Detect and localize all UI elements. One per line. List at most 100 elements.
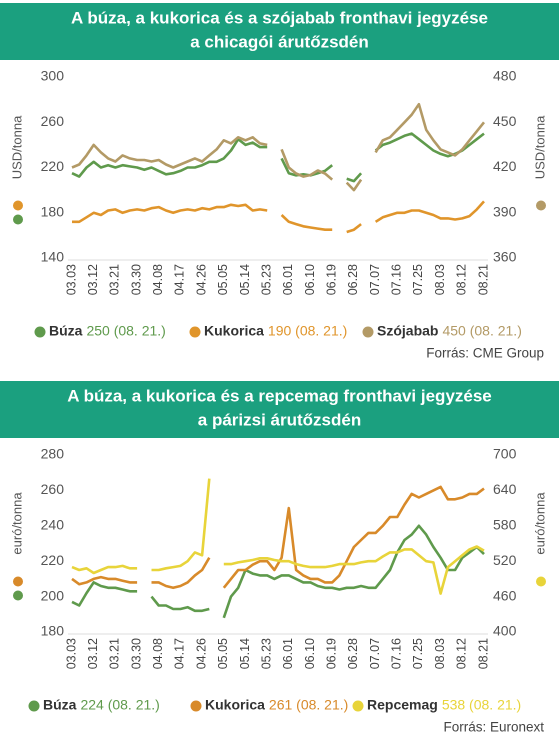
y-tick-label: 280 xyxy=(41,446,65,462)
legend-name: Kukorica xyxy=(205,697,265,713)
y-tick-label: 220 xyxy=(41,158,65,174)
y-tick-label: 180 xyxy=(41,203,65,219)
y-tick-label: 260 xyxy=(41,481,65,497)
y2-tick-label: 520 xyxy=(493,552,517,568)
y2-tick-label: 640 xyxy=(493,481,517,497)
y-tick-label: 240 xyxy=(41,517,65,533)
x-tick-label: 08.03 xyxy=(433,264,447,295)
x-tick-label: 05.23 xyxy=(259,264,273,295)
series-line xyxy=(72,200,485,234)
x-tick-label: 08.03 xyxy=(433,638,447,669)
x-tick-label: 05.05 xyxy=(216,638,230,669)
y2-tick-label: 450 xyxy=(493,113,517,129)
title-banner xyxy=(0,381,559,438)
source: Forrás: Euronext xyxy=(443,720,544,735)
series-line xyxy=(71,524,485,619)
axis-series-dot xyxy=(13,200,23,211)
y-tick-label: 200 xyxy=(41,587,65,603)
x-tick-label: 03.21 xyxy=(108,264,122,295)
x-tick-label: 06.10 xyxy=(303,264,317,295)
y-tick-label: 260 xyxy=(41,113,65,129)
legend-value: 261 (08. 21.) xyxy=(269,697,348,713)
x-tick-label: 03.30 xyxy=(129,264,143,295)
x-tick-label: 04.08 xyxy=(151,638,165,669)
chart-title: a párizsi árutőzsdén xyxy=(198,410,361,429)
y2-tick-label: 390 xyxy=(493,203,517,219)
x-tick-label: 04.17 xyxy=(173,264,187,295)
axis-series-dot xyxy=(13,576,23,587)
x-tick-label: 04.26 xyxy=(194,264,208,295)
x-tick-label: 07.25 xyxy=(411,264,425,295)
legend-value: 450 (08. 21.) xyxy=(442,323,521,339)
axis-series-dot xyxy=(536,576,546,587)
x-tick-label: 03.30 xyxy=(129,638,143,669)
y-axis-title: USD/tonna xyxy=(9,115,24,179)
x-tick-label: 05.05 xyxy=(216,264,230,295)
x-tick-label: 08.21 xyxy=(476,264,490,295)
x-tick-label: 07.16 xyxy=(390,638,404,669)
legend-value: 190 (08. 21.) xyxy=(268,323,347,339)
x-tick-label: 08.21 xyxy=(476,638,490,669)
x-tick-label: 04.08 xyxy=(151,264,165,295)
y2-tick-label: 460 xyxy=(493,587,517,603)
series-line xyxy=(71,478,485,595)
x-tick-label: 07.16 xyxy=(390,264,404,295)
y-tick-label: 220 xyxy=(41,552,65,568)
y2-tick-label: 360 xyxy=(493,249,517,265)
legend-dot xyxy=(190,700,202,712)
axis-series-dot xyxy=(536,200,546,211)
x-tick-label: 03.12 xyxy=(86,638,100,669)
x-tick-label: 04.26 xyxy=(194,638,208,669)
y-tick-label: 140 xyxy=(41,249,65,265)
x-tick-label: 03.03 xyxy=(64,638,78,669)
title-banner xyxy=(0,3,559,60)
y2-tick-label: 580 xyxy=(493,517,517,533)
x-tick-label: 05.23 xyxy=(259,638,273,669)
legend-name: Kukorica xyxy=(204,323,264,339)
source: Forrás: CME Group xyxy=(426,346,544,361)
x-tick-label: 05.14 xyxy=(238,264,252,295)
x-tick-label: 06.01 xyxy=(281,264,295,295)
x-tick-label: 05.14 xyxy=(238,638,252,669)
legend-value: 250 (08. 21.) xyxy=(86,323,165,339)
legend-value: 538 (08. 21.) xyxy=(442,697,521,713)
legend-dot xyxy=(34,326,46,338)
x-tick-label: 06.28 xyxy=(346,264,360,295)
chart-title: A búza, a kukorica és a repcemag frontha… xyxy=(67,386,492,405)
y2-tick-label: 420 xyxy=(493,158,517,174)
x-tick-label: 03.21 xyxy=(108,638,122,669)
axis-series-dot xyxy=(13,590,23,601)
y-tick-label: 180 xyxy=(41,623,65,639)
y2-tick-label: 480 xyxy=(493,68,517,84)
y2-tick-label: 700 xyxy=(493,446,517,462)
x-tick-label: 06.28 xyxy=(346,638,360,669)
series-line xyxy=(71,132,485,183)
x-tick-label: 06.19 xyxy=(325,638,339,669)
legend-dot xyxy=(28,700,40,712)
x-tick-label: 06.01 xyxy=(281,638,295,669)
y-tick-label: 300 xyxy=(41,68,65,84)
x-tick-label: 08.12 xyxy=(455,264,469,295)
x-tick-label: 07.07 xyxy=(368,638,382,669)
legend-name: Repcemag xyxy=(367,697,438,713)
chart-title: a chicagói árutőzsdén xyxy=(190,32,369,51)
x-tick-label: 06.10 xyxy=(303,638,317,669)
x-tick-label: 04.17 xyxy=(173,638,187,669)
y2-axis-title: euró/tonna xyxy=(532,492,547,555)
series-line xyxy=(71,485,485,590)
legend-dot xyxy=(352,700,364,712)
chart-title: A búza, a kukorica és a szójabab frontha… xyxy=(71,8,488,27)
series-line xyxy=(71,102,486,192)
legend-value: 224 (08. 21.) xyxy=(80,697,159,713)
x-tick-label: 06.19 xyxy=(325,264,339,295)
legend-name: Búza xyxy=(49,323,83,339)
axis-series-dot xyxy=(13,214,23,225)
x-tick-label: 03.03 xyxy=(64,264,78,295)
legend-dot xyxy=(362,326,374,338)
x-tick-label: 07.07 xyxy=(368,264,382,295)
x-tick-label: 03.12 xyxy=(86,264,100,295)
chart: A búza, a kukorica és a szójabab frontha… xyxy=(0,3,559,361)
y-axis-title: euró/tonna xyxy=(9,492,24,555)
y2-tick-label: 400 xyxy=(493,623,517,639)
